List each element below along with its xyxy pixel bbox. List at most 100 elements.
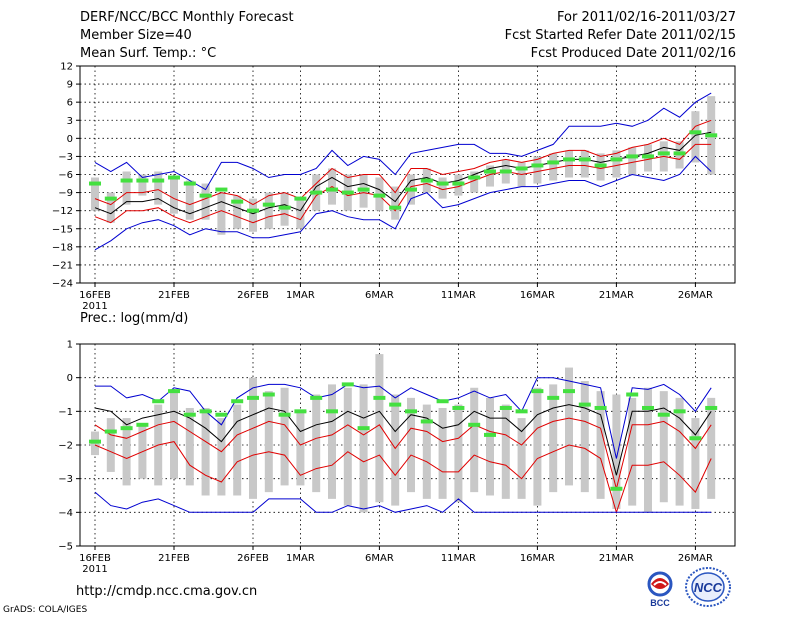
temp-obs-marker-22 <box>436 181 449 186</box>
prec-spread-bar-34 <box>628 397 637 506</box>
temp-spread-bar-13 <box>296 198 305 229</box>
prec-spread-bar-5 <box>170 391 178 479</box>
prec-year-label: 2011 <box>82 564 107 575</box>
temp-obs-marker-18 <box>373 193 386 198</box>
prec-spread-bar-6 <box>185 407 194 486</box>
prec-obs-marker-11 <box>262 392 275 397</box>
prec-obs-marker-22 <box>436 399 449 404</box>
temp-obs-marker-28 <box>531 163 544 168</box>
ncc-logo-text: NCC <box>694 580 723 595</box>
prec-spread-bar-15 <box>328 384 336 499</box>
member-size-label: Member Size=40 <box>80 28 192 43</box>
prec-ytick-label-6: −5 <box>58 542 73 553</box>
temp-xtick-label-7: 21MAR <box>599 290 634 301</box>
prec-obs-marker-38 <box>689 436 702 441</box>
prec-spread-bar-21 <box>422 404 431 499</box>
temp-ytick-label-4: 0 <box>67 134 73 145</box>
temp-spread-bar-30 <box>565 150 573 178</box>
prec-spread-bar-17 <box>359 384 368 513</box>
prec-xtick-label-3: 1MAR <box>286 553 315 564</box>
prec-obs-marker-20 <box>405 409 417 414</box>
prec-obs-marker-31 <box>578 402 591 407</box>
temp-obs-marker-4 <box>152 178 165 183</box>
prec-obs-marker-13 <box>294 409 307 414</box>
temp-spread-bar-2 <box>122 171 131 205</box>
prec-spread-bar-22 <box>438 407 447 499</box>
temp-spread-bar-29 <box>549 153 558 181</box>
temp-obs-marker-34 <box>626 154 639 159</box>
temp-obs-marker-7 <box>199 193 212 198</box>
temp-obs-marker-20 <box>405 187 417 192</box>
prec-spread-bar-39 <box>707 397 716 499</box>
prec-obs-marker-39 <box>705 405 718 410</box>
temp-obs-marker-6 <box>183 181 196 186</box>
bcc-logo-icon: BCC <box>647 571 673 608</box>
temp-obs-marker-33 <box>610 157 623 162</box>
ncc-logo-icon: NCC <box>685 567 731 607</box>
prec-obs-marker-8 <box>215 412 228 417</box>
temp-obs-marker-27 <box>515 166 528 171</box>
temp-obs-marker-16 <box>341 190 354 195</box>
prec-obs-marker-10 <box>247 395 259 400</box>
temp-obs-marker-0 <box>89 181 101 186</box>
footer-url[interactable]: http://cmdp.ncc.cma.gov.cn <box>76 584 258 599</box>
prec-obs-marker-30 <box>563 389 575 394</box>
prec-obs-marker-36 <box>657 412 670 417</box>
prec-spread-bar-32 <box>596 391 605 499</box>
temp-series-ensemble-max <box>94 92 712 191</box>
temp-xtick-label-2: 26FEB <box>237 290 269 301</box>
temp-obs-marker-9 <box>231 199 244 204</box>
prec-obs-marker-16 <box>341 382 354 387</box>
temp-obs-marker-32 <box>594 163 607 168</box>
temp-spread-bar-0 <box>91 177 99 211</box>
temp-obs-marker-1 <box>104 196 117 201</box>
produced-date-label: Fcst Produced Date 2011/02/16 <box>530 46 736 61</box>
prec-obs-marker-5 <box>168 389 180 394</box>
temp-spread-bar-7 <box>201 183 210 220</box>
prec-spread-bar-24 <box>470 387 479 493</box>
prec-spread-bar-12 <box>280 387 289 486</box>
prec-spread-bar-20 <box>407 397 415 493</box>
prec-obs-marker-24 <box>468 422 481 427</box>
prec-obs-marker-26 <box>499 405 512 410</box>
period-label: For 2011/02/16-2011/03/27 <box>557 10 736 25</box>
temp-ytick-label-9: −15 <box>52 224 73 235</box>
temp-ytick-label-0: 12 <box>60 62 73 73</box>
prec-obs-marker-23 <box>452 405 465 410</box>
prec-series-ensemble-max <box>95 377 712 459</box>
prec-obs-marker-19 <box>389 402 402 407</box>
temp-ytick-label-5: −3 <box>58 152 73 163</box>
temp-spread-bar-28 <box>533 156 542 184</box>
prec-ytick-label-5: −4 <box>58 508 73 519</box>
prec-spread-bar-2 <box>122 418 131 486</box>
temp-obs-marker-12 <box>278 205 291 210</box>
temp-series-ensemble-min <box>94 155 712 251</box>
temp-xtick-label-3: 1MAR <box>286 290 315 301</box>
prec-obs-marker-3 <box>136 422 149 427</box>
prec-obs-marker-7 <box>199 409 212 414</box>
prec-obs-marker-28 <box>531 389 544 394</box>
prec-obs-marker-12 <box>278 412 291 417</box>
temp-obs-marker-36 <box>657 151 670 156</box>
temp-spread-bar-5 <box>170 177 178 214</box>
temp-obs-marker-30 <box>563 157 575 162</box>
prec-spread-bar-28 <box>533 387 542 506</box>
temp-series-ensemble-lower <box>94 143 712 224</box>
temp-obs-marker-29 <box>547 160 560 165</box>
temp-ytick-label-6: −6 <box>58 170 73 181</box>
temp-ytick-label-10: −18 <box>52 242 73 253</box>
temp-obs-marker-26 <box>499 169 512 174</box>
temp-ytick-label-8: −12 <box>52 206 73 217</box>
temp-obs-marker-11 <box>262 202 275 207</box>
temp-obs-marker-38 <box>689 130 702 135</box>
prec-xtick-label-5: 11MAR <box>441 553 476 564</box>
temp-obs-marker-23 <box>452 181 465 186</box>
temp-ytick-label-12: −24 <box>52 279 73 290</box>
prec-spread-bar-13 <box>296 411 305 486</box>
prec-series-ensemble-upper <box>94 404 712 476</box>
prec-spread-bar-8 <box>217 418 226 496</box>
prec-xtick-label-1: 21FEB <box>158 553 190 564</box>
temp-spread-bar-24 <box>470 171 479 193</box>
prec-obs-marker-33 <box>610 486 623 491</box>
prec-spread-bar-10 <box>249 377 257 499</box>
